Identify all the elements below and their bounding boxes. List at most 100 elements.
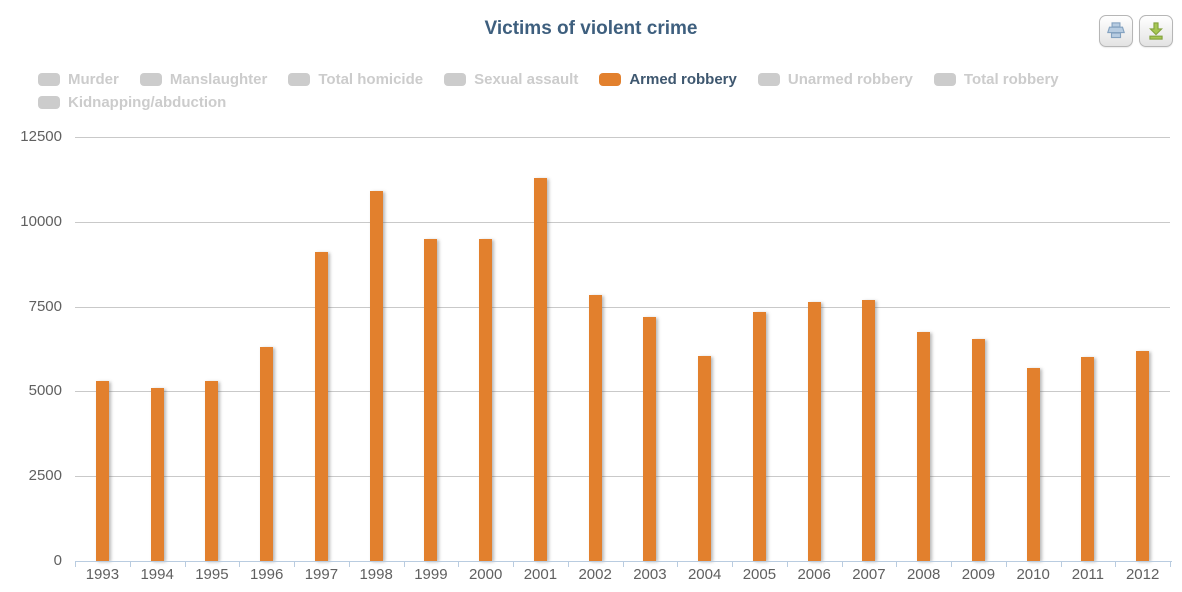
gridline bbox=[75, 476, 1170, 478]
legend-swatch-icon bbox=[599, 73, 622, 86]
axis-tick bbox=[896, 562, 898, 567]
download-button[interactable] bbox=[1139, 15, 1173, 47]
printer-icon bbox=[1107, 22, 1125, 40]
x-axis-label: 1997 bbox=[304, 566, 339, 583]
x-axis-label: 1993 bbox=[85, 566, 120, 583]
bar-2000[interactable] bbox=[479, 238, 493, 561]
legend-label: Kidnapping/abduction bbox=[68, 94, 227, 111]
gridline bbox=[75, 306, 1170, 308]
bar-2009[interactable] bbox=[971, 338, 985, 561]
x-axis-label: 2012 bbox=[1125, 566, 1160, 583]
axis-tick bbox=[677, 562, 679, 567]
legend-label: Sexual assault bbox=[474, 71, 579, 88]
legend-label: Armed robbery bbox=[629, 71, 737, 88]
axis-tick bbox=[403, 562, 405, 567]
axis-tick bbox=[458, 562, 460, 567]
bar-1998[interactable] bbox=[369, 191, 383, 561]
legend-item-manslaughter[interactable]: Manslaughter bbox=[139, 71, 268, 88]
legend-item-kidnapping-abduction[interactable]: Kidnapping/abduction bbox=[38, 94, 226, 111]
x-axis-label: 2011 bbox=[1071, 566, 1104, 583]
legend-swatch-icon bbox=[288, 73, 311, 86]
axis-tick bbox=[513, 562, 514, 567]
bar-2008[interactable] bbox=[917, 332, 931, 561]
bar-2010[interactable] bbox=[1026, 367, 1040, 561]
y-axis-label: 10000 bbox=[20, 212, 62, 230]
x-axis-label: 2005 bbox=[742, 566, 777, 583]
gridline bbox=[75, 137, 1170, 138]
bar-1993[interactable] bbox=[95, 381, 109, 561]
axis-tick bbox=[239, 562, 241, 567]
y-axis-label: 2500 bbox=[28, 467, 62, 485]
axis-tick bbox=[1005, 562, 1007, 567]
x-axis-label: 2002 bbox=[578, 566, 612, 583]
axis-tick bbox=[567, 562, 569, 567]
bar-1999[interactable] bbox=[424, 238, 438, 561]
legend-item-sexual-assault[interactable]: Sexual assault bbox=[444, 71, 578, 88]
bar-2003[interactable] bbox=[643, 316, 657, 561]
x-axis-label: 2010 bbox=[1016, 566, 1050, 583]
legend-swatch-icon bbox=[38, 96, 60, 109]
axis-tick bbox=[951, 562, 952, 567]
legend-label: Total homicide bbox=[318, 71, 424, 88]
x-axis-label: 2000 bbox=[468, 566, 503, 583]
x-axis-label: 2003 bbox=[633, 566, 667, 583]
legend-label: Unarmed robbery bbox=[787, 71, 913, 88]
y-axis-label: 12500 bbox=[20, 128, 62, 145]
legend-swatch-icon bbox=[757, 73, 780, 86]
bar-2001[interactable] bbox=[533, 177, 547, 561]
bar-2012[interactable] bbox=[1136, 350, 1150, 561]
legend-swatch-icon bbox=[933, 73, 956, 86]
y-axis-label: 7500 bbox=[28, 297, 62, 315]
axis-tick bbox=[75, 562, 76, 567]
x-axis-label: 2008 bbox=[906, 566, 941, 583]
axis-tick bbox=[622, 562, 624, 567]
axis-tick bbox=[129, 562, 131, 567]
legend-label: Total robbery bbox=[963, 71, 1059, 88]
x-axis-label: 1996 bbox=[249, 566, 284, 583]
bar-2011[interactable] bbox=[1081, 357, 1095, 561]
axis-tick bbox=[732, 562, 733, 567]
axis-tick bbox=[786, 562, 788, 567]
legend-item-armed-robbery[interactable]: Armed robbery bbox=[599, 71, 737, 88]
x-axis-label: 1999 bbox=[414, 566, 448, 583]
bar-1994[interactable] bbox=[150, 388, 164, 561]
plot-area bbox=[75, 137, 1170, 561]
legend-item-murder[interactable]: Murder bbox=[38, 71, 119, 88]
bar-2004[interactable] bbox=[698, 355, 712, 561]
axis-tick bbox=[841, 562, 843, 567]
y-axis-label: 0 bbox=[53, 552, 62, 569]
legend-item-total-robbery[interactable]: Total robbery bbox=[933, 71, 1059, 88]
legend-swatch-icon bbox=[38, 73, 60, 86]
bar-2006[interactable] bbox=[807, 301, 821, 561]
legend-item-total-homicide[interactable]: Total homicide bbox=[288, 71, 423, 88]
bar-1995[interactable] bbox=[205, 381, 219, 561]
legend-item-unarmed-robbery[interactable]: Unarmed robbery bbox=[757, 71, 913, 88]
bar-1997[interactable] bbox=[314, 252, 328, 561]
axis-tick bbox=[294, 562, 295, 567]
x-axis-label: 1995 bbox=[195, 566, 229, 583]
gridline bbox=[75, 221, 1170, 223]
x-axis-line bbox=[75, 561, 1172, 562]
legend-label: Murder bbox=[68, 71, 119, 88]
y-axis-label: 5000 bbox=[28, 382, 62, 400]
axis-tick bbox=[184, 562, 186, 567]
axis-tick bbox=[1060, 562, 1062, 567]
x-axis-label: 2007 bbox=[852, 566, 886, 583]
bar-2007[interactable] bbox=[862, 299, 876, 561]
x-axis-label: 2006 bbox=[797, 566, 831, 583]
print-button[interactable] bbox=[1099, 15, 1133, 47]
x-axis-label: 1998 bbox=[359, 566, 393, 583]
x-axis-label: 2001 bbox=[523, 566, 558, 583]
x-axis-label: 2004 bbox=[687, 566, 722, 583]
bar-2005[interactable] bbox=[752, 311, 766, 561]
x-axis-label: 2009 bbox=[961, 566, 996, 583]
bar-2002[interactable] bbox=[588, 294, 602, 561]
export-toolbar bbox=[1099, 15, 1173, 47]
axis-tick bbox=[1115, 562, 1117, 567]
legend-swatch-icon bbox=[139, 73, 162, 86]
bar-1996[interactable] bbox=[260, 347, 274, 561]
x-axis-label: 1994 bbox=[140, 566, 174, 583]
legend-label: Manslaughter bbox=[169, 71, 268, 88]
axis-tick bbox=[1170, 562, 1171, 567]
